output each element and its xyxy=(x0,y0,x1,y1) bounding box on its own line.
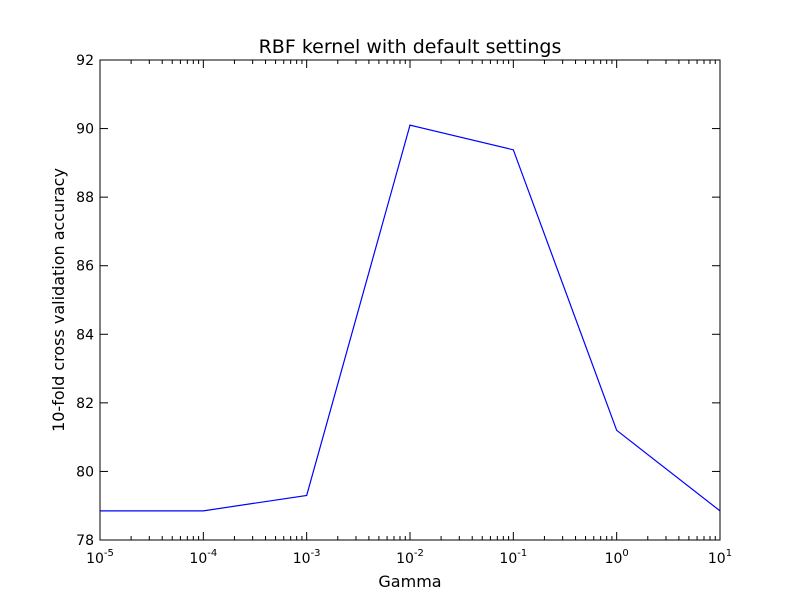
y-tick-label: 78 xyxy=(76,533,94,549)
x-tick-label: 10-2 xyxy=(396,548,424,567)
y-tick-label: 88 xyxy=(76,190,94,206)
x-axis-label: Gamma xyxy=(378,572,441,591)
x-tick-label: 10-4 xyxy=(189,548,217,567)
plot-area xyxy=(100,60,720,540)
x-tick-label: 100 xyxy=(605,548,629,567)
x-tick-label: 101 xyxy=(708,548,732,567)
y-tick-label: 80 xyxy=(76,464,94,480)
y-tick-label: 82 xyxy=(76,396,94,412)
x-tick-label: 10-1 xyxy=(499,548,527,567)
y-tick-label: 84 xyxy=(76,327,94,343)
x-tick-label: 10-5 xyxy=(86,548,114,567)
chart-title: RBF kernel with default settings xyxy=(259,36,562,58)
y-axis-label: 10-fold cross validation accuracy xyxy=(49,168,68,432)
y-tick-label: 86 xyxy=(76,259,94,275)
x-tick-label: 10-3 xyxy=(293,548,321,567)
y-tick-label: 90 xyxy=(76,122,94,138)
y-tick-label: 92 xyxy=(76,53,94,69)
